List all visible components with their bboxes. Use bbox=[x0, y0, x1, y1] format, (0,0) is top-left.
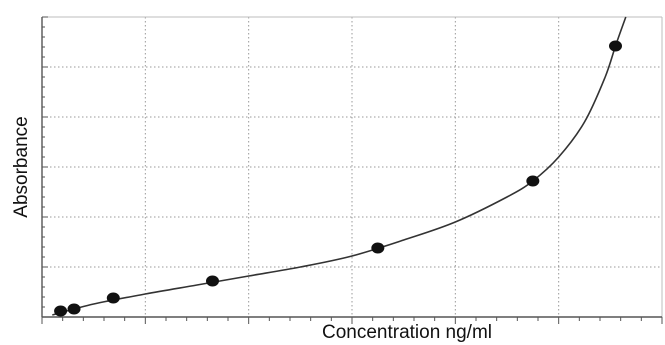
fitted-curve bbox=[52, 16, 627, 316]
data-point bbox=[206, 275, 219, 287]
data-point bbox=[67, 303, 81, 315]
data-point bbox=[526, 175, 540, 187]
data-points bbox=[54, 40, 622, 317]
data-point bbox=[609, 40, 622, 52]
data-point bbox=[54, 305, 68, 317]
x-axis-label: Concentration ng/ml bbox=[322, 322, 492, 343]
grid-lines bbox=[42, 17, 662, 317]
y-axis-label: Absorbance bbox=[11, 116, 32, 217]
data-point bbox=[371, 242, 385, 254]
data-point bbox=[106, 292, 120, 304]
tick-marks bbox=[41, 16, 663, 324]
